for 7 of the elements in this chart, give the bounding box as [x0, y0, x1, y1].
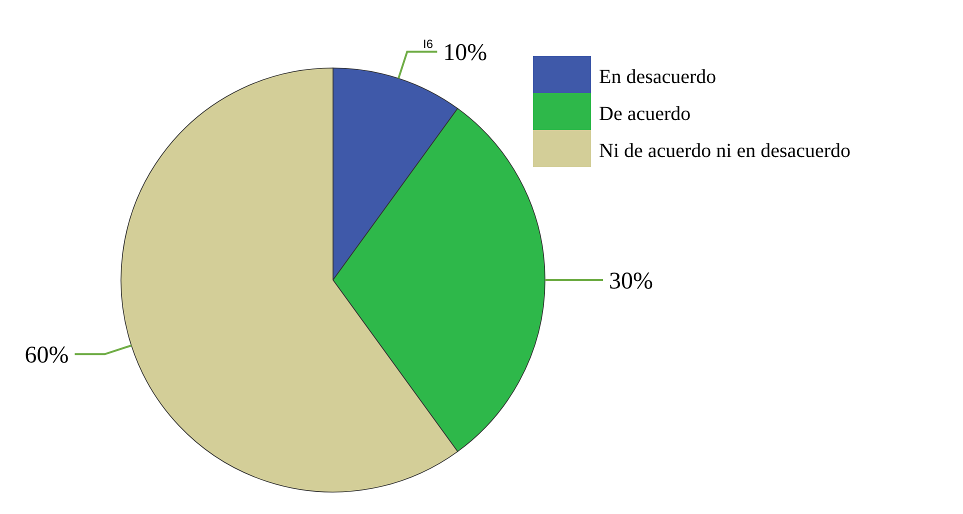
- text: I6: [422, 37, 434, 51]
- data-label: 10%: [443, 40, 488, 66]
- legend-label: Ni de acuerdo ni en desacuerdo: [599, 140, 851, 162]
- legend-label: En desacuerdo: [599, 66, 716, 88]
- data-label: 30%: [609, 268, 653, 294]
- data-label: 60%: [24, 342, 69, 369]
- legend-label: De acuerdo: [599, 103, 691, 125]
